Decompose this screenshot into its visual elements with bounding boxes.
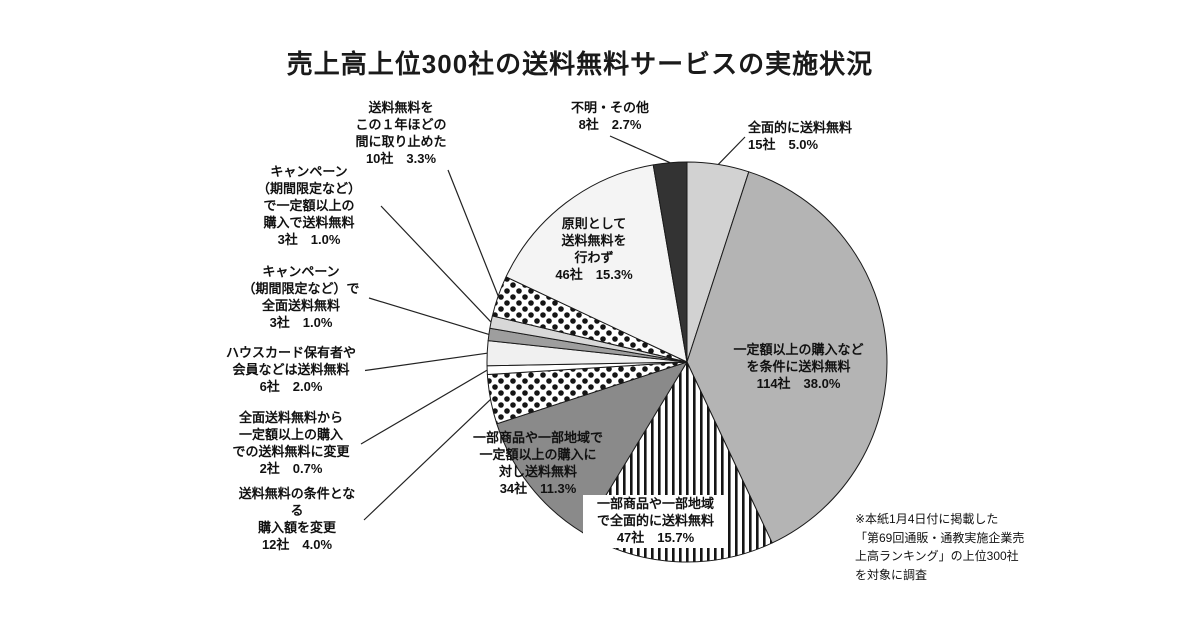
segment-label-changed-threshold: 送料無料の条件となる 購入額を変更 12社 4.0% <box>238 486 356 552</box>
footnote: ※本紙1月4日付に掲載した 「第69回通販・通教実施企業売 上高ランキング」の上… <box>855 512 1025 582</box>
chart-title: 売上高上位300社の送料無料サービスの実施状況 <box>286 49 874 79</box>
pie-segment <box>496 361 688 534</box>
leader-line <box>447 169 499 297</box>
segment-label-discontinued: 送料無料を この１年ほどの 間に取り止めた 10社 3.3% <box>355 100 447 166</box>
leader-line <box>363 399 491 521</box>
leader-line <box>609 135 671 164</box>
segment-label-member-free: ハウスカード保有者や 会員などは送料無料 6社 2.0% <box>225 345 356 394</box>
segment-label-changed-full-to-conditional: 全面送料無料から 一定額以上の購入 での送料無料に変更 2社 0.7% <box>232 410 350 476</box>
segment-label-unknown-other: 不明・その他 8社 2.7% <box>570 100 649 132</box>
leader-line <box>717 136 746 165</box>
segment-label-campaign-full-free: キャンペーン （期間限定など）で 全面送料無料 3社 1.0% <box>242 264 360 330</box>
segment-label-conditional-amount: 一定額以上の購入など を条件に送料無料 114社 38.0% <box>733 342 864 391</box>
segment-label-full-free-shipping: 全面的に送料無料 15社 5.0% <box>748 120 853 152</box>
leader-line <box>368 297 490 336</box>
leader-line <box>364 352 488 372</box>
leader-line <box>380 205 492 323</box>
segment-label-campaign-conditional: キャンペーン （期間限定など） で一定額以上の 購入で送料無料 3社 1.0% <box>256 164 361 247</box>
pie-segment <box>686 171 888 544</box>
segment-label-partial-conditional: 一部商品や一部地域で 一定額以上の購入に 対し送料無料 34社 11.3% <box>472 430 603 496</box>
segment-label-no-free-shipping: 原則として 送料無料を 行わず 46社 15.3% <box>555 216 633 282</box>
leader-line <box>360 369 488 445</box>
segment-label-partial-full-free: 一部商品や一部地域 で全面的に送料無料 47社 15.7% <box>583 495 728 548</box>
pie-segment <box>505 164 688 363</box>
